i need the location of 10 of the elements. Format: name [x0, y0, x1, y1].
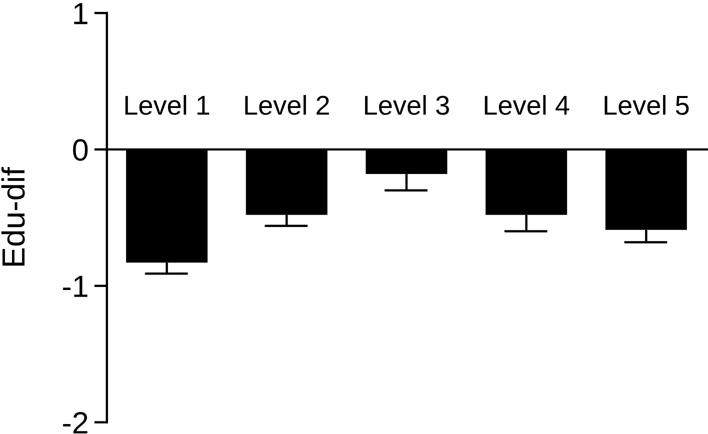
x-tick-label: Level 3	[365, 95, 449, 115]
x-tick-label: Level 1	[125, 95, 210, 115]
y-tick-label: 0	[73, 139, 88, 161]
y-tick-label: -1	[63, 276, 88, 297]
x-tick-label: Level 2	[245, 95, 329, 115]
y-tick-label: -2	[63, 412, 88, 434]
y-axis-title: Edu-dif	[1, 166, 25, 266]
x-tick-label: Level 4	[484, 95, 570, 115]
x-tick-label: Level 5	[604, 95, 689, 115]
y-tick-label: 1	[74, 3, 88, 24]
